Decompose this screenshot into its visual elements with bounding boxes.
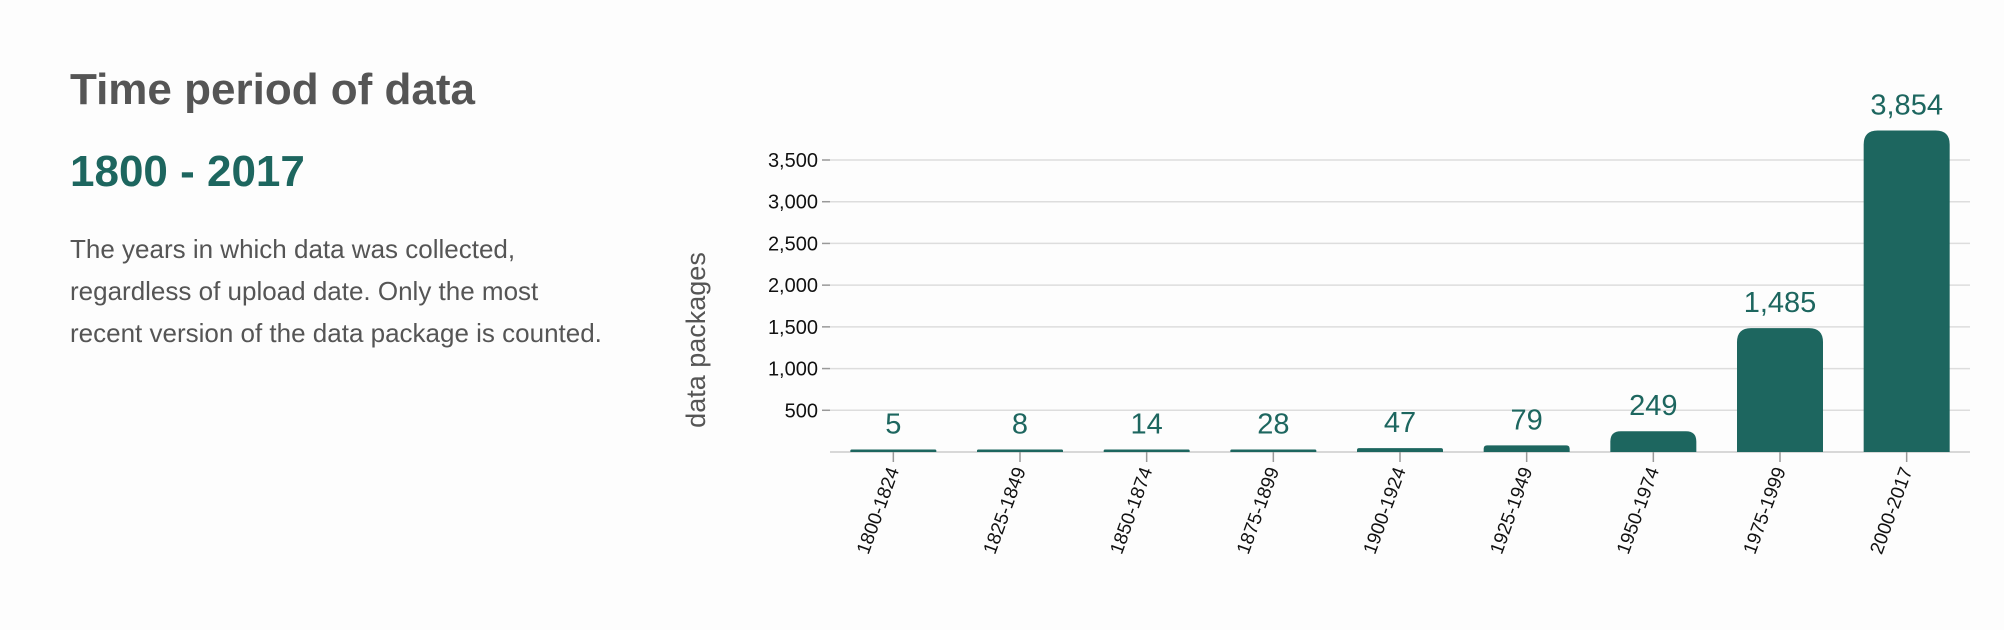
bar-1875-1899 [1230,449,1317,452]
x-tick-label: 2000-2017 [1867,465,1918,558]
y-tick-label: 3,500 [768,150,818,172]
bar-1975-1999 [1737,328,1823,452]
x-tick-label: 1875-1899 [1233,465,1284,558]
y-tick-label: 1,500 [768,317,818,339]
bar-1800-1824 [850,449,937,452]
bar-value-label: 79 [1511,404,1543,436]
x-tick-label: 1800-1824 [853,464,904,557]
bar-1825-1849 [977,449,1063,452]
x-axis-ticks: 1800-1824 1825-1849 1850-1874 1875-1899 1900… [853,452,1917,557]
section-description: The years in which data was collected, r… [70,234,602,348]
x-tick-label: 1950-1974 [1613,464,1664,557]
bar-value-label: 3,854 [1870,89,1943,121]
x-tick-label: 1825-1849 [980,465,1031,558]
y-axis-title: data packages [681,252,711,428]
section-title: Time period of data [70,65,476,114]
bar-value-label: 28 [1257,409,1289,441]
year-range: 1800 - 2017 [70,147,305,196]
bar-value-label: 249 [1629,390,1677,422]
bar-value-label: 5 [885,409,901,441]
y-tick-label: 3,000 [768,192,818,214]
y-tick-label: 500 [785,400,818,422]
bar-value-label: 8 [1012,409,1028,441]
x-tick-label: 1900-1924 [1360,464,1411,557]
bar-2000-2017 [1863,130,1950,452]
bar-value-label: 1,485 [1744,287,1817,319]
bar-1900-1924 [1357,448,1443,452]
bar-1925-1949 [1483,445,1570,452]
info-panel: Time period of data 1800 - 2017 The year… [70,60,630,354]
y-tick-label: 2,000 [768,275,818,297]
bar-value-label: 14 [1131,409,1163,441]
y-tick-label: 1,000 [768,359,818,381]
bars [850,130,1950,452]
bar-1850-1874 [1103,449,1190,452]
bar-value-labels: 5 8 14 28 47 79 249 1,485 3,854 [885,89,1943,440]
y-tick-label: 2,500 [768,233,818,255]
x-tick-label: 1925-1949 [1487,465,1538,558]
x-tick-label: 1850-1874 [1107,464,1158,557]
bar-value-label: 47 [1384,407,1416,439]
bar-1950-1974 [1610,431,1697,452]
y-axis-ticks: 500 1,000 1,500 2,000 2,500 3,000 3,500 [768,150,818,422]
x-tick-label: 1975-1999 [1740,465,1791,558]
